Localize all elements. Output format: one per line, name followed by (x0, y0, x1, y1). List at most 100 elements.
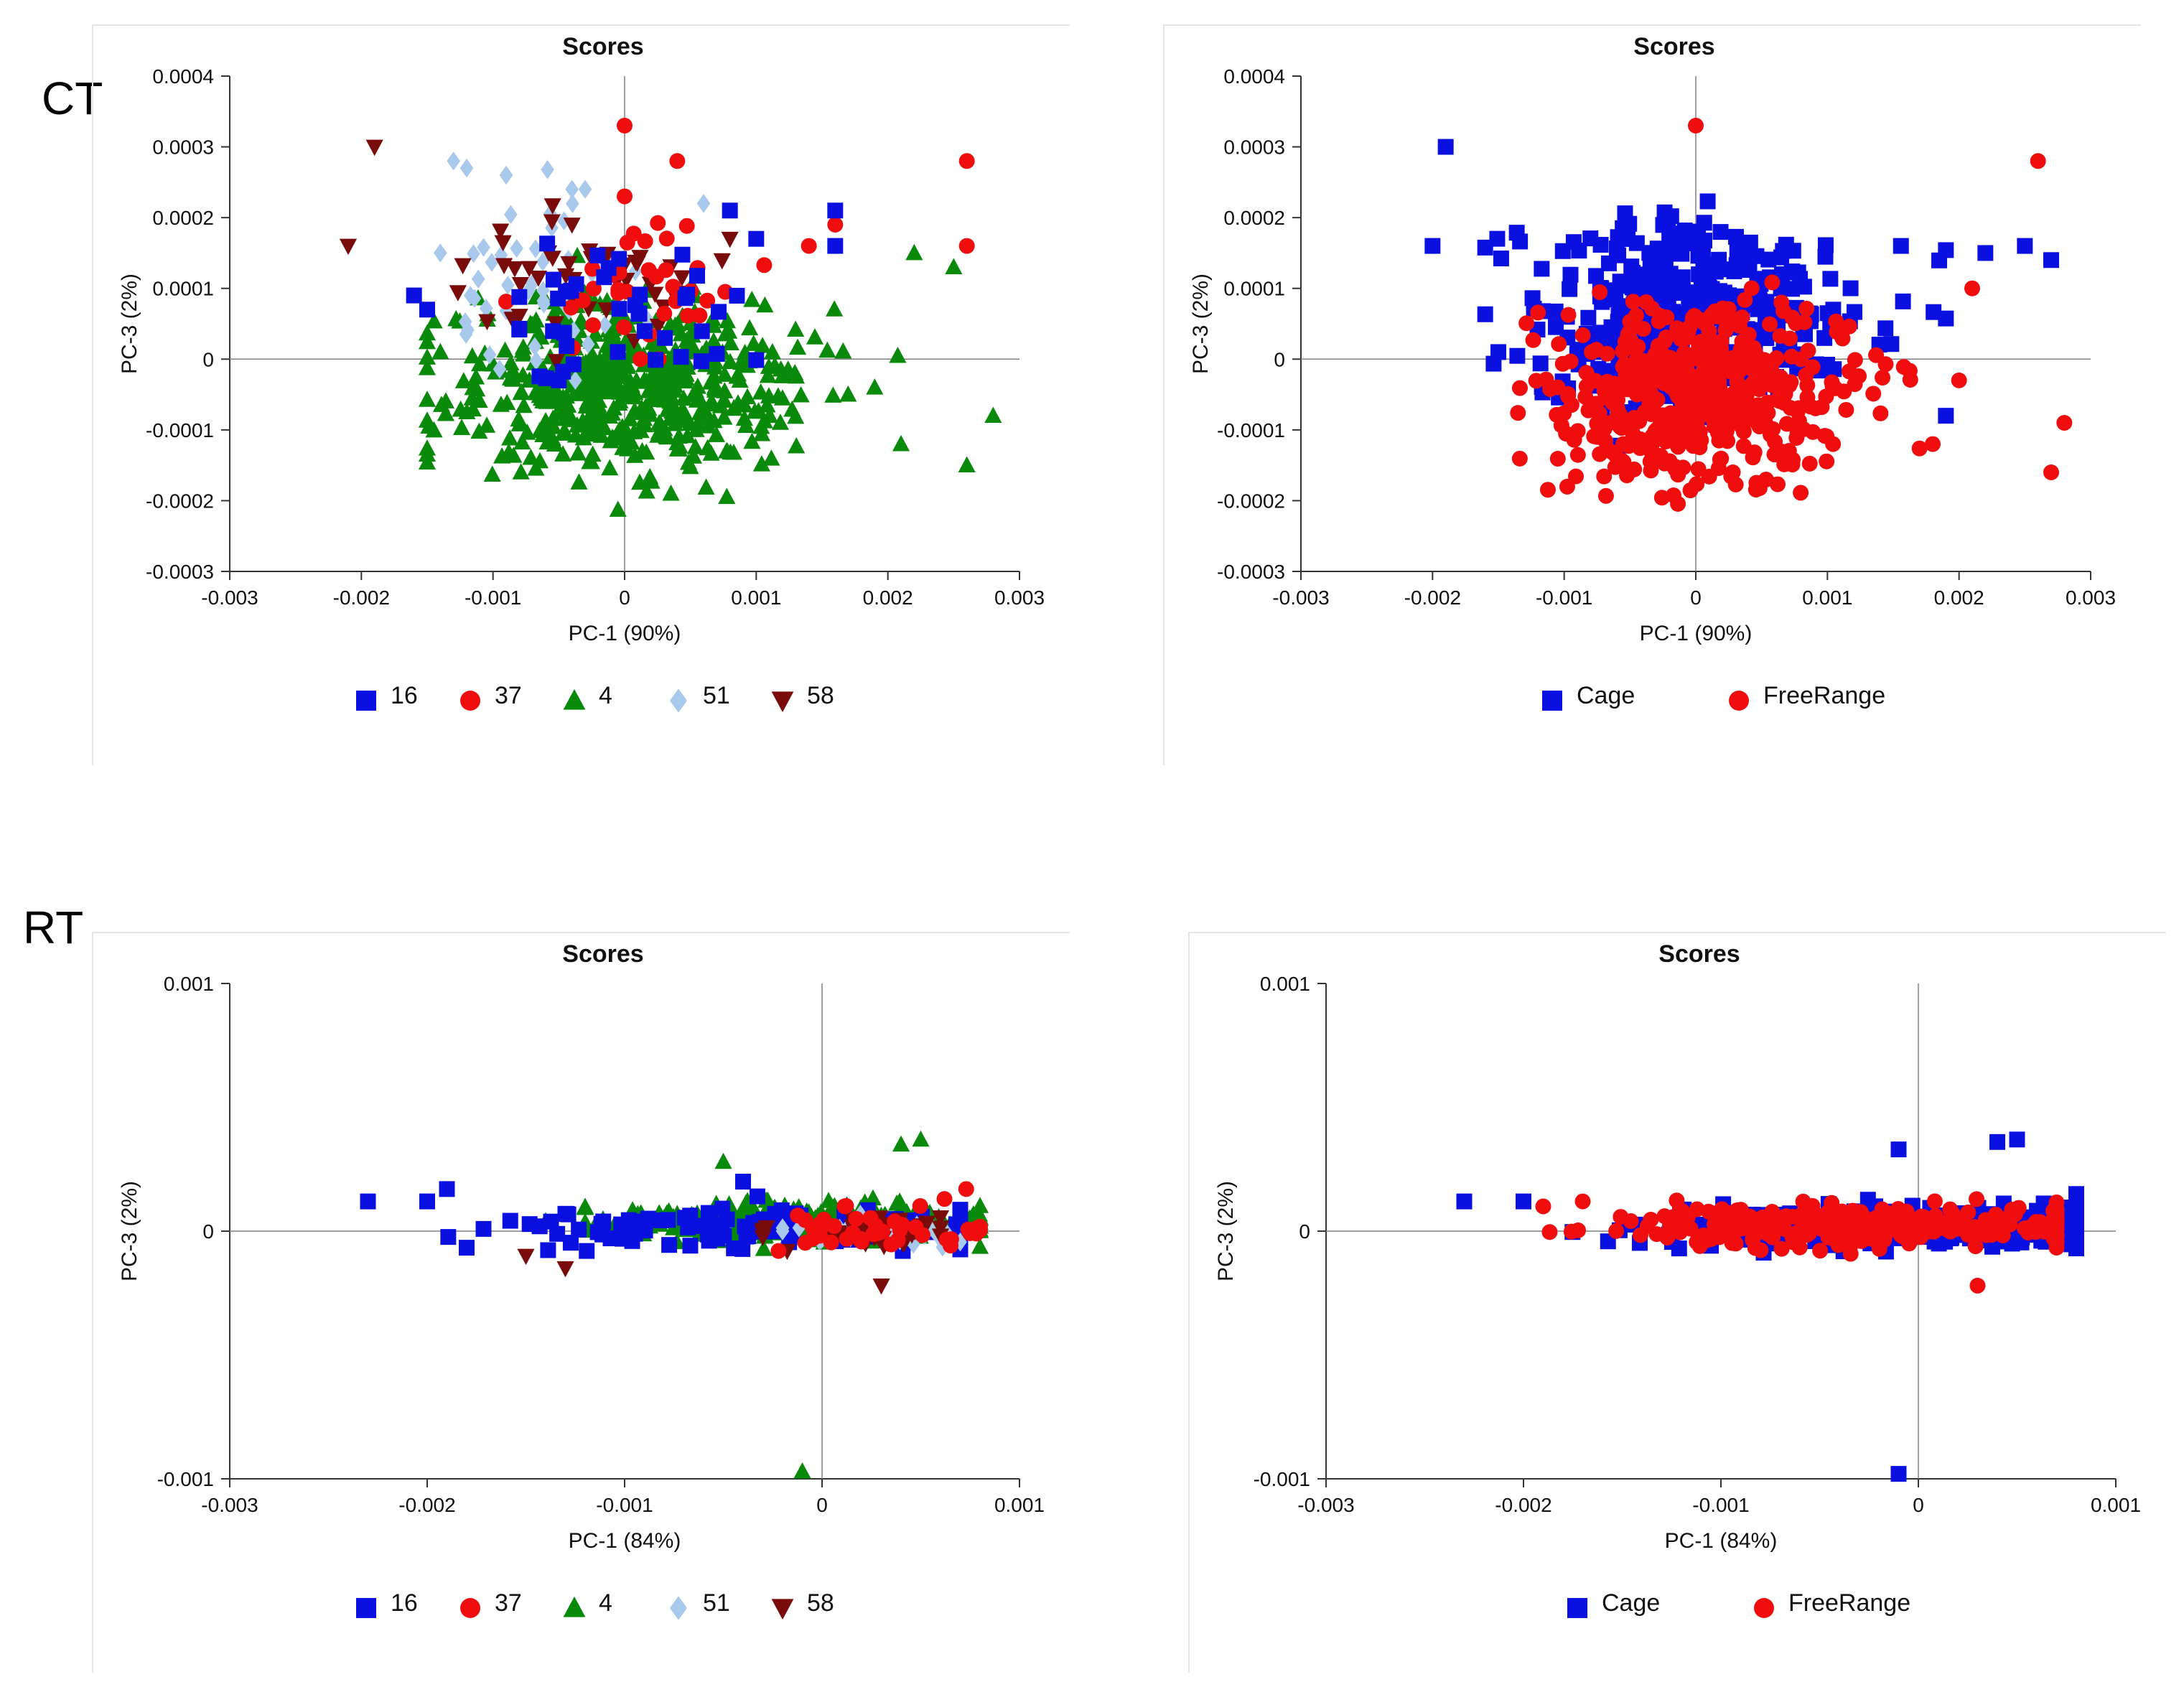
point-16 (521, 1216, 538, 1233)
point-16 (640, 1210, 656, 1227)
chart-ct-housing: Scores -0.003 -0.002 -0.001 0 0.001 0.002 0.003… (1189, 33, 2116, 711)
point-4 (759, 366, 777, 383)
point-FreeRange (1574, 1193, 1591, 1210)
point-Cage (1758, 294, 1775, 310)
point-FreeRange (1541, 1224, 1558, 1240)
point-FreeRange (1574, 327, 1591, 343)
point-4 (418, 453, 437, 469)
point-FreeRange (1644, 435, 1661, 452)
point-Cage (1663, 208, 1679, 225)
point-51 (459, 158, 474, 178)
point-58 (543, 198, 561, 215)
point-4 (743, 432, 761, 449)
point-16 (539, 235, 556, 252)
point-FreeRange (1773, 1240, 1790, 1257)
point-4 (892, 434, 910, 452)
legend-label: 4 (599, 682, 612, 709)
point-4 (688, 391, 706, 408)
point-4 (590, 405, 608, 422)
point-Cage (1548, 319, 1564, 335)
point-51 (906, 1234, 920, 1254)
point-FreeRange (1682, 482, 1699, 499)
point-51 (953, 1232, 967, 1252)
point-4 (418, 348, 437, 365)
point-FreeRange (1691, 1238, 1708, 1254)
point-37 (617, 188, 633, 205)
point-Cage (1926, 304, 1942, 320)
point-Cage (1477, 306, 1493, 322)
point-Cage (1562, 281, 1578, 297)
point-FreeRange (1671, 1224, 1688, 1240)
point-Cage (1599, 330, 1615, 346)
point-Cage (2017, 238, 2033, 254)
point-4 (581, 452, 599, 469)
point-4 (570, 473, 588, 490)
point-FreeRange (2020, 1224, 2036, 1240)
point-Cage (1456, 1193, 1473, 1210)
point-58 (597, 302, 615, 319)
point-4 (510, 410, 528, 427)
point-16 (419, 1193, 435, 1210)
point-FreeRange (1751, 480, 1768, 497)
legend-label: Cage (1602, 1589, 1660, 1617)
point-4 (705, 411, 723, 429)
point-4 (501, 429, 519, 446)
point-16 (419, 302, 435, 318)
point-FreeRange (1838, 401, 1854, 418)
point-FreeRange (1774, 444, 1791, 460)
point-FreeRange (1734, 309, 1750, 326)
point-4 (670, 427, 688, 444)
y-axis-label: PC-3 (2%) (1214, 1181, 1238, 1281)
x-tick-label: 0.003 (2066, 587, 2116, 609)
point-FreeRange (1650, 337, 1666, 354)
point-FreeRange (1942, 1201, 1959, 1218)
point-FreeRange (1669, 320, 1686, 337)
point-4 (543, 385, 561, 403)
point-FreeRange (1807, 400, 1824, 416)
point-Cage (1489, 230, 1506, 247)
point-37 (853, 1233, 869, 1250)
point-4 (743, 291, 761, 307)
point-FreeRange (1824, 374, 1840, 391)
point-FreeRange (1672, 351, 1689, 368)
point-16 (726, 1240, 742, 1256)
point-58 (563, 218, 581, 234)
point-4 (826, 300, 844, 317)
points-layer (360, 1130, 989, 1479)
legend-marker-58 (771, 1599, 794, 1620)
x-tick-label: 0 (1690, 587, 1702, 609)
point-58 (547, 354, 566, 370)
point-4 (680, 331, 698, 347)
point-FreeRange (1877, 1226, 1893, 1243)
point-16 (538, 370, 554, 386)
point-FreeRange (2002, 1216, 2018, 1233)
point-4 (718, 487, 736, 505)
point-4 (589, 396, 607, 413)
y-tick-label: -0.0003 (146, 561, 214, 583)
point-FreeRange (1760, 1218, 1776, 1234)
point-4 (477, 416, 496, 433)
point-FreeRange (1969, 1191, 1985, 1207)
point-Cage (2068, 1223, 2084, 1240)
y-tick-label: 0.001 (1260, 973, 1310, 995)
point-Cage (1588, 268, 1605, 284)
point-FreeRange (1872, 405, 1889, 421)
point-Cage (1607, 282, 1623, 299)
chart-ct-groups: Scores -0.003 -0.002 -0.001 0 0.001 0.002 0.003… (118, 33, 1045, 713)
point-4 (463, 347, 481, 364)
legend-label: 51 (703, 682, 730, 709)
point-Cage (1655, 275, 1671, 291)
point-4 (522, 448, 540, 465)
point-37 (658, 262, 674, 279)
point-FreeRange (1717, 322, 1734, 339)
point-4 (536, 411, 555, 429)
y-tick-label: 0.0002 (1223, 207, 1285, 229)
point-4 (418, 324, 437, 341)
legend-marker-FreeRange (1729, 691, 1749, 711)
point-4 (470, 422, 488, 439)
point-51 (433, 243, 447, 263)
point-16 (562, 1235, 579, 1251)
point-4 (467, 368, 485, 385)
point-Cage (1674, 246, 1690, 262)
point-FreeRange (1681, 319, 1698, 335)
